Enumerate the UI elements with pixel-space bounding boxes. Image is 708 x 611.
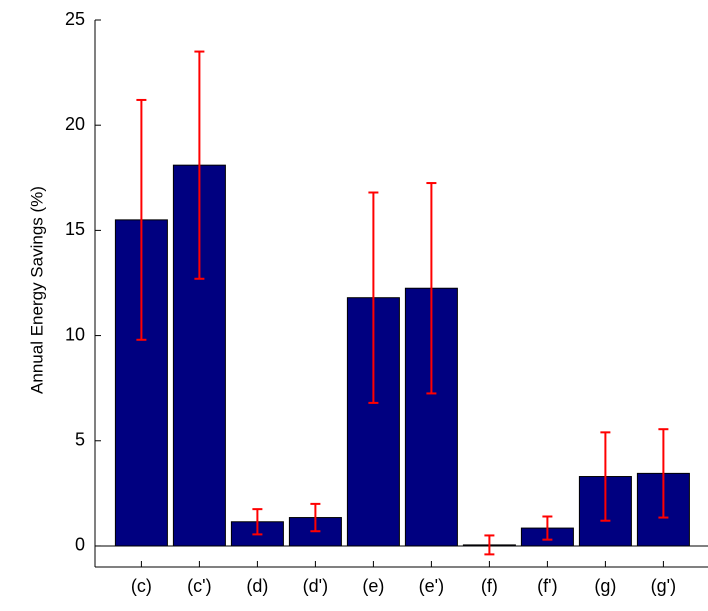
x-tick-label: (g') xyxy=(651,576,676,596)
y-tick-label: 20 xyxy=(65,114,85,134)
x-tick-label: (f) xyxy=(481,576,498,596)
y-tick-label: 0 xyxy=(75,535,85,555)
x-tick-label: (g) xyxy=(594,576,616,596)
error-bar xyxy=(252,508,263,536)
y-tick-label: 15 xyxy=(65,219,85,239)
y-tick-label: 10 xyxy=(65,324,85,344)
error-bar xyxy=(426,182,437,395)
error-bar xyxy=(368,191,379,404)
y-axis-label: Annual Energy Savings (%) xyxy=(27,186,46,394)
error-bar xyxy=(310,502,321,533)
x-tick-label: (d') xyxy=(303,576,328,596)
x-tick-label: (d) xyxy=(246,576,268,596)
error-bar xyxy=(484,534,495,556)
y-tick-label: 5 xyxy=(75,430,85,450)
error-bar xyxy=(600,431,611,522)
x-tick-label: (c) xyxy=(131,576,152,596)
x-tick-label: (c') xyxy=(187,576,211,596)
error-bar xyxy=(194,50,205,280)
x-tick-label: (e) xyxy=(362,576,384,596)
error-bar xyxy=(136,98,147,341)
error-bar xyxy=(658,428,669,519)
x-tick-label: (e') xyxy=(419,576,444,596)
y-tick-label: 25 xyxy=(65,9,85,29)
x-tick-label: (f') xyxy=(537,576,557,596)
error-bar xyxy=(542,515,553,541)
